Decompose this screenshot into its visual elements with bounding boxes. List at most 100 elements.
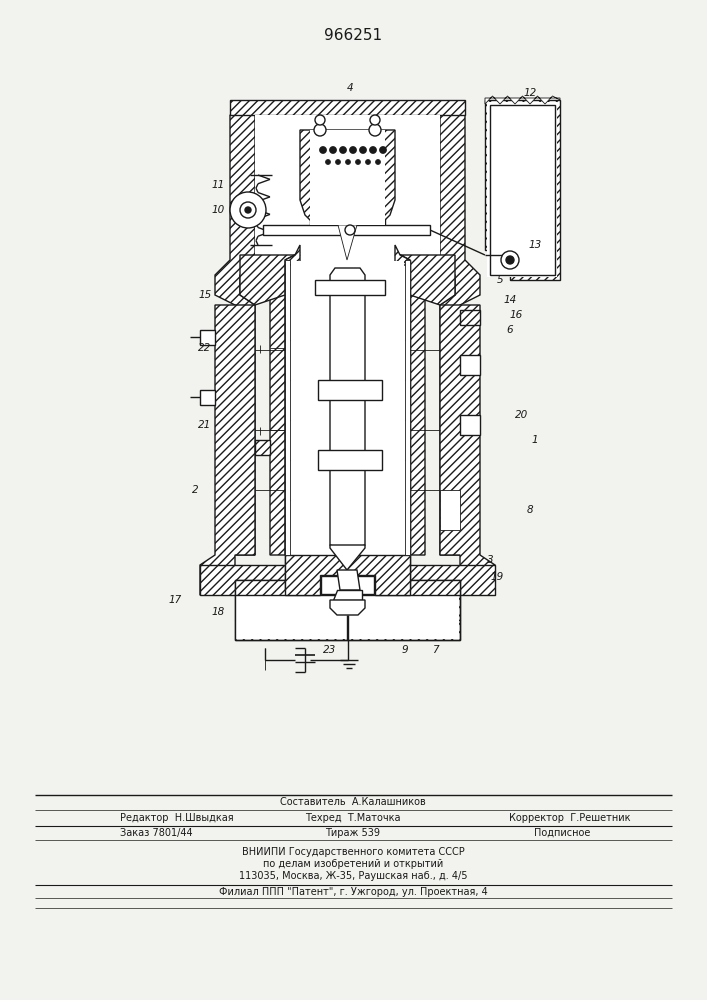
- Text: 113035, Москва, Ж-35, Раушская наб., д. 4/5: 113035, Москва, Ж-35, Раушская наб., д. …: [239, 871, 467, 881]
- Bar: [490, 105, 555, 275]
- Polygon shape: [485, 100, 560, 280]
- Text: 17: 17: [168, 595, 182, 605]
- Text: Составитель  А.Калашников: Составитель А.Калашников: [280, 797, 426, 807]
- Bar: [487, 102, 557, 277]
- Polygon shape: [460, 310, 480, 325]
- Text: Техред  Т.Маточка: Техред Т.Маточка: [305, 813, 401, 823]
- Text: Корректор  Г.Решетник: Корректор Г.Решетник: [509, 813, 631, 823]
- Polygon shape: [315, 280, 385, 295]
- Polygon shape: [255, 440, 270, 455]
- Polygon shape: [200, 305, 255, 595]
- Text: 1: 1: [532, 435, 538, 445]
- Text: 4: 4: [346, 83, 354, 93]
- Circle shape: [501, 251, 519, 269]
- Polygon shape: [333, 590, 362, 600]
- Polygon shape: [330, 268, 365, 548]
- Text: по делам изобретений и открытий: по делам изобретений и открытий: [263, 859, 443, 869]
- Text: 21: 21: [199, 420, 211, 430]
- Text: 9: 9: [402, 645, 409, 655]
- Circle shape: [345, 225, 355, 235]
- Polygon shape: [235, 620, 460, 640]
- Circle shape: [329, 146, 337, 153]
- Polygon shape: [460, 355, 480, 375]
- Text: Редактор  Н.Швыдкая: Редактор Н.Швыдкая: [120, 813, 233, 823]
- Text: Подписное: Подписное: [534, 828, 590, 838]
- Polygon shape: [200, 565, 495, 595]
- Text: 16: 16: [509, 310, 522, 320]
- Circle shape: [370, 146, 377, 153]
- Circle shape: [240, 202, 256, 218]
- Bar: [291, 261, 404, 554]
- Text: 14: 14: [503, 295, 517, 305]
- Polygon shape: [200, 330, 215, 345]
- Polygon shape: [263, 225, 430, 235]
- Circle shape: [349, 146, 356, 153]
- Circle shape: [356, 159, 361, 164]
- Polygon shape: [440, 490, 460, 530]
- Polygon shape: [337, 570, 360, 590]
- Circle shape: [315, 115, 325, 125]
- Circle shape: [314, 124, 326, 136]
- Text: 5: 5: [497, 275, 503, 285]
- Circle shape: [320, 146, 327, 153]
- Polygon shape: [410, 260, 425, 555]
- Polygon shape: [300, 130, 395, 220]
- Polygon shape: [305, 200, 390, 230]
- Text: 18: 18: [211, 607, 225, 617]
- Text: 6: 6: [507, 325, 513, 335]
- Circle shape: [380, 146, 387, 153]
- Polygon shape: [485, 96, 560, 104]
- Polygon shape: [230, 100, 465, 115]
- Polygon shape: [440, 115, 480, 555]
- Circle shape: [230, 192, 266, 228]
- Text: 11: 11: [211, 180, 225, 190]
- Text: 22: 22: [199, 343, 211, 353]
- Polygon shape: [318, 380, 382, 400]
- Polygon shape: [318, 450, 382, 470]
- Circle shape: [375, 159, 380, 164]
- Bar: [236, 596, 459, 639]
- Polygon shape: [240, 255, 300, 305]
- Text: 20: 20: [515, 410, 529, 420]
- Text: 19: 19: [491, 572, 503, 582]
- Text: ВНИИПИ Государственного комитета СССР: ВНИИПИ Государственного комитета СССР: [242, 847, 464, 857]
- Text: 13: 13: [528, 240, 542, 250]
- Text: Филиал ППП "Патент", г. Ужгород, ул. Проектная, 4: Филиал ППП "Патент", г. Ужгород, ул. Про…: [218, 887, 487, 897]
- Polygon shape: [330, 545, 365, 570]
- Circle shape: [346, 159, 351, 164]
- Circle shape: [336, 159, 341, 164]
- Polygon shape: [405, 260, 410, 555]
- Circle shape: [506, 256, 514, 264]
- Text: Тираж 539: Тираж 539: [325, 828, 380, 838]
- Polygon shape: [330, 600, 365, 615]
- Polygon shape: [338, 225, 357, 260]
- Polygon shape: [285, 555, 410, 595]
- Polygon shape: [200, 390, 215, 405]
- Bar: [310, 130, 385, 225]
- Text: 3: 3: [486, 555, 493, 565]
- Text: 2: 2: [192, 485, 198, 495]
- Polygon shape: [235, 580, 460, 620]
- Polygon shape: [270, 260, 285, 555]
- Polygon shape: [215, 115, 255, 555]
- Polygon shape: [395, 255, 455, 305]
- Circle shape: [359, 146, 366, 153]
- Bar: [285, 260, 410, 555]
- Circle shape: [245, 207, 251, 213]
- Text: 8: 8: [527, 505, 533, 515]
- Text: 12: 12: [523, 88, 537, 98]
- Text: Заказ 7801/44: Заказ 7801/44: [120, 828, 192, 838]
- Circle shape: [325, 159, 330, 164]
- Text: 23: 23: [323, 645, 337, 655]
- Circle shape: [366, 159, 370, 164]
- Text: 966251: 966251: [324, 27, 382, 42]
- Polygon shape: [460, 415, 480, 435]
- Bar: [255, 115, 440, 260]
- Text: 15: 15: [199, 290, 211, 300]
- Circle shape: [369, 124, 381, 136]
- Circle shape: [370, 115, 380, 125]
- Polygon shape: [440, 305, 495, 595]
- Text: 10: 10: [211, 205, 225, 215]
- Polygon shape: [395, 245, 410, 265]
- Polygon shape: [285, 245, 300, 265]
